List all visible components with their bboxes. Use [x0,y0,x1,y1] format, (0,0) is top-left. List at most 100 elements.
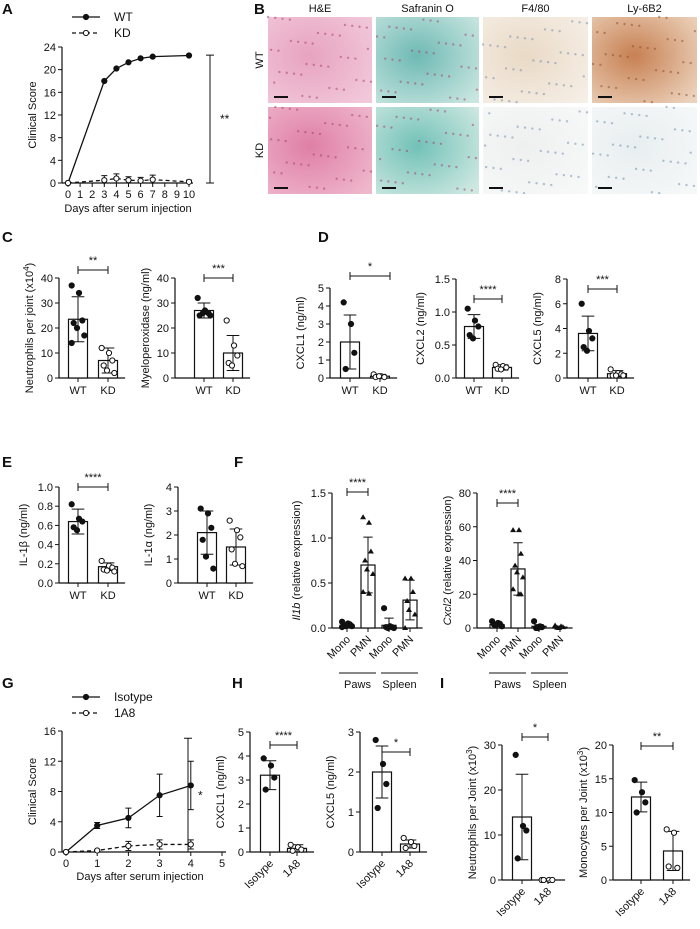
panel-letter: D [318,229,329,246]
x-tick-label: 0 [63,858,69,870]
data-point [475,323,482,330]
significance-bracket [473,295,503,303]
histology-cell [607,85,610,89]
y-axis-label-text: Neutrophils per Joint (x10 [467,754,479,879]
histology-image [268,17,372,103]
histology-cell [603,121,606,124]
data-point [384,624,392,632]
y-axis-label-text: IL-1β (ng/ml) [18,504,30,567]
histology-cell [354,57,357,60]
data-point [663,826,670,833]
histology-cell [338,34,341,37]
histology-cell [516,125,519,128]
histology-image [268,107,372,194]
histology-cell [398,148,401,152]
x-tick-label: KD [228,590,243,602]
histology-cell [509,35,512,38]
histology-cell [574,53,577,56]
data-point [492,622,500,629]
legend-label: KD [114,26,131,40]
histology-cell [539,60,542,63]
data-point [100,362,107,369]
histology-cell [417,118,420,121]
histology-cell [444,131,448,135]
x-tick-label: Isotype [355,858,389,892]
data-point [68,282,75,289]
x-tick-label: 1 [77,189,83,201]
histology-cell [611,143,615,146]
y-tick-label: 1.0 [38,482,53,494]
data-point [98,557,105,565]
histology-cell [429,19,432,22]
histology-cell [558,29,561,33]
x-tick-label: 4 [113,189,119,201]
y-axis-label-text: IL-1α (ng/ml) [143,504,155,567]
histology-cell [492,76,495,80]
data-point [103,567,111,574]
data-point [411,611,418,617]
histology-cell [623,112,626,115]
histology-cell [402,116,406,119]
data-point [289,847,296,854]
histology-cell [439,142,443,145]
histology-cell [428,173,431,177]
data-point [342,365,349,373]
histology-cell [394,91,397,94]
x-tick-label: 1 [94,858,100,870]
histology-cell [547,82,551,85]
histology-cell [566,141,570,145]
histology-cell [440,164,444,167]
y-axis-label: Il1b (relative expression) [291,501,303,621]
data-point [589,335,596,342]
histology-cell [467,66,470,69]
histology-cell [308,95,311,98]
histology-cell [401,182,404,185]
data-point [372,736,379,744]
significance-bracket [203,274,234,282]
y-tick-label: 30 [41,298,53,310]
histology-cell [555,173,558,176]
x-tick-label: KD [100,590,115,602]
data-point [94,822,101,829]
data-point [375,373,383,380]
histology-cell [499,167,503,171]
data-point [530,618,538,625]
significance-label: * [533,722,538,734]
histology-cell [677,92,681,96]
histology-cell [296,130,300,133]
data-point [512,562,519,568]
y-tick-label: 1.5 [311,488,326,500]
histology-cell [630,23,634,27]
histology-cell [639,45,642,49]
x-tick-label: KD [609,385,624,397]
histology-cell [578,21,581,24]
histology-cell [591,152,595,155]
data-point [239,563,246,570]
histology-cell [643,100,646,103]
data-point [408,575,414,581]
y-axis-label-gene: Cxcl2 [442,598,454,626]
histology-cell [327,155,330,158]
y-tick-label: 2 [166,530,172,542]
x-tick-label: 0 [65,189,71,201]
histology-cell [319,64,323,67]
x-tick-label: Isotype [495,886,529,920]
y-tick-label: 16 [44,87,56,99]
histology-cell [338,123,341,127]
y-tick-label: 10 [595,808,607,820]
histology-cell [335,87,338,91]
histology-cell [493,98,496,101]
data-point [149,53,156,60]
histology-cell [331,122,334,126]
data-point [633,809,640,816]
data-point [125,177,132,184]
data-point [383,780,390,788]
significance-bracket [77,483,109,491]
significance-label: * [368,261,373,273]
y-tick-label: 20 [157,323,169,335]
histology-cell [603,31,606,35]
histology-cell [387,90,390,93]
significance-bracket [346,488,369,496]
histology-cell [653,47,657,51]
data-point [404,598,411,603]
